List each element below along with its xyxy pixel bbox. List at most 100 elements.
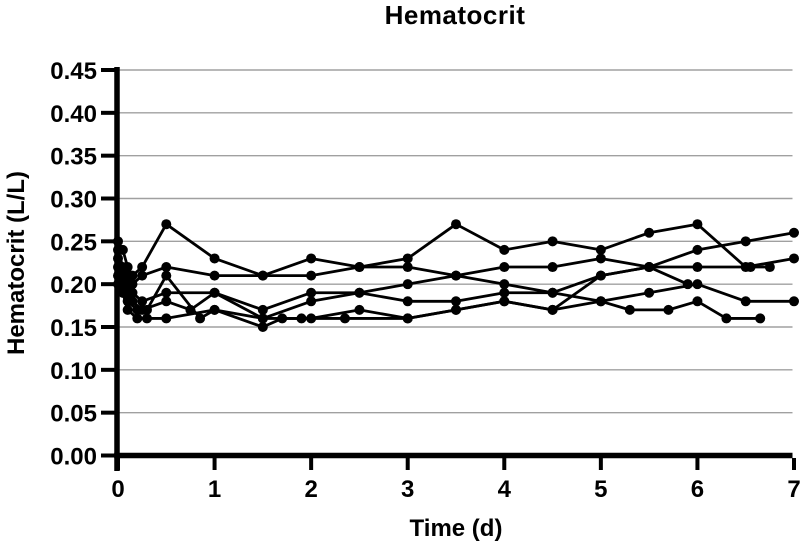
data-point-subject-6 <box>141 304 152 315</box>
data-point-subject-2 <box>789 227 799 238</box>
y-tick-label: 0.25 <box>50 229 97 256</box>
data-point-subject-4 <box>789 296 799 307</box>
y-tick-label: 0.35 <box>50 144 97 171</box>
data-point-subject-4 <box>499 287 510 298</box>
data-point-subject-1 <box>137 262 148 273</box>
data-point-subject-1 <box>402 253 413 264</box>
y-tick-label: 0.30 <box>50 187 97 214</box>
y-tick-label: 0.10 <box>50 358 97 385</box>
y-tick-label: 0.45 <box>50 58 97 85</box>
x-axis-title: Time (d) <box>409 515 503 542</box>
data-point-subject-2 <box>161 262 172 273</box>
data-point-subject-6 <box>209 304 220 315</box>
data-point-subject-1 <box>499 244 510 255</box>
data-point-subject-6 <box>122 296 133 307</box>
data-point-subject-6 <box>296 313 307 324</box>
y-tick-label: 0.15 <box>50 315 97 342</box>
data-point-subject-2 <box>547 262 558 273</box>
data-point-subject-3 <box>402 279 413 290</box>
data-point-subject-3 <box>137 296 148 307</box>
y-tick-label: 0.40 <box>50 101 97 128</box>
data-point-subject-3 <box>451 270 461 281</box>
data-point-subject-3 <box>745 262 756 273</box>
data-point-subject-5 <box>161 313 172 324</box>
data-point-subject-6 <box>451 304 461 315</box>
data-point-subject-4 <box>306 296 317 307</box>
data-point-subject-2 <box>137 270 148 281</box>
data-point-subject-2 <box>306 270 317 281</box>
data-point-subject-2 <box>692 244 703 255</box>
data-point-subject-5 <box>692 296 703 307</box>
data-point-subject-5 <box>141 313 152 324</box>
data-point-subject-5 <box>721 313 732 324</box>
data-point-subject-2 <box>402 262 413 273</box>
data-point-subject-4 <box>402 296 413 307</box>
data-point-subject-2 <box>354 262 365 273</box>
x-tick-label: 5 <box>594 476 607 503</box>
data-point-subject-1 <box>451 219 461 230</box>
data-point-subject-1 <box>306 253 317 264</box>
data-point-subject-4 <box>644 287 655 298</box>
data-point-subject-3 <box>692 262 703 273</box>
data-point-subject-6 <box>132 304 143 315</box>
data-point-subject-5 <box>595 296 606 307</box>
data-point-subject-6 <box>117 287 128 298</box>
data-point-subject-4 <box>692 279 703 290</box>
data-point-subject-4 <box>547 287 558 298</box>
data-point-subject-4 <box>209 287 220 298</box>
y-tick-label: 0.00 <box>50 444 97 471</box>
data-point-subject-6 <box>547 304 558 315</box>
data-point-subject-6 <box>277 313 288 324</box>
data-point-subject-3 <box>499 279 510 290</box>
data-point-subject-6 <box>499 296 510 307</box>
data-point-subject-3 <box>764 262 775 273</box>
y-tick-label: 0.05 <box>50 401 97 428</box>
data-point-subject-5 <box>755 313 766 324</box>
data-point-subject-6 <box>402 313 413 324</box>
data-point-subject-1 <box>644 227 655 238</box>
data-point-subject-1 <box>789 253 799 264</box>
data-point-subject-2 <box>740 236 751 247</box>
data-point-subject-6 <box>161 270 172 281</box>
data-point-subject-5 <box>663 304 674 315</box>
data-point-subject-5 <box>624 304 635 315</box>
data-point-subject-1 <box>209 253 220 264</box>
data-point-subject-5 <box>354 304 365 315</box>
data-point-subject-4 <box>161 296 172 307</box>
data-point-subject-4 <box>451 296 461 307</box>
x-tick-label: 4 <box>498 476 512 503</box>
x-tick-label: 0 <box>111 476 124 503</box>
data-point-subject-2 <box>209 270 220 281</box>
x-tick-label: 3 <box>401 476 414 503</box>
data-point-subject-6 <box>595 270 606 281</box>
data-point-subject-3 <box>306 287 317 298</box>
data-point-subject-3 <box>161 287 172 298</box>
data-point-subject-2 <box>595 253 606 264</box>
data-point-subject-6 <box>339 313 350 324</box>
data-point-subject-5 <box>257 313 268 324</box>
data-point-subject-6 <box>644 262 655 273</box>
y-axis-title: Hematocrit (L/L) <box>3 171 30 356</box>
data-point-subject-1 <box>595 244 606 255</box>
data-point-subject-2 <box>499 262 510 273</box>
y-tick-label: 0.20 <box>50 272 97 299</box>
x-tick-label: 2 <box>304 476 317 503</box>
x-tick-label: 7 <box>787 476 800 503</box>
data-point-subject-1 <box>161 219 172 230</box>
chart-title: Hematocrit <box>384 0 526 30</box>
data-point-subject-6 <box>682 279 693 290</box>
data-point-subject-3 <box>257 304 268 315</box>
data-point-subject-6 <box>257 322 268 332</box>
x-tick-label: 6 <box>691 476 704 503</box>
data-point-subject-4 <box>740 296 751 307</box>
data-point-subject-4 <box>354 287 365 298</box>
data-point-subject-6 <box>195 313 206 324</box>
x-tick-label: 1 <box>208 476 221 503</box>
data-point-subject-2 <box>257 270 268 281</box>
data-point-subject-5 <box>132 313 143 324</box>
data-point-subject-1 <box>547 236 558 247</box>
data-point-subject-5 <box>122 304 133 315</box>
data-point-subject-1 <box>692 219 703 230</box>
